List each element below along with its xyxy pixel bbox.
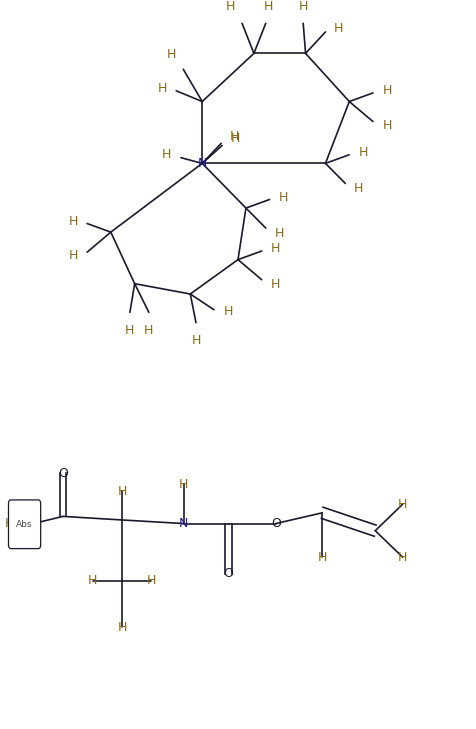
Text: H: H xyxy=(398,498,407,511)
FancyBboxPatch shape xyxy=(9,500,40,549)
Text: H: H xyxy=(118,621,127,634)
Text: H: H xyxy=(358,146,368,159)
Text: O: O xyxy=(271,517,281,530)
Text: Abs: Abs xyxy=(16,520,33,529)
Text: H: H xyxy=(167,49,176,61)
Text: H: H xyxy=(334,22,343,35)
Text: H: H xyxy=(125,324,135,337)
Text: H: H xyxy=(223,305,233,319)
Text: N: N xyxy=(179,517,188,530)
Text: H: H xyxy=(383,119,392,132)
Text: H: H xyxy=(298,1,308,13)
Text: N: N xyxy=(198,157,207,170)
Text: H: H xyxy=(118,485,127,498)
Text: H: H xyxy=(230,130,239,143)
Text: H: H xyxy=(271,278,280,291)
Text: O: O xyxy=(224,567,233,580)
Text: H: H xyxy=(144,324,154,337)
Text: H: H xyxy=(279,191,288,204)
Text: H: H xyxy=(68,215,78,228)
Text: H: H xyxy=(226,1,235,13)
Text: H: H xyxy=(263,1,273,13)
Text: H: H xyxy=(162,148,171,161)
Text: H: H xyxy=(179,477,188,491)
Text: H: H xyxy=(68,249,78,262)
Text: H: H xyxy=(191,334,201,347)
Text: H: H xyxy=(5,517,15,530)
Text: H: H xyxy=(157,82,167,95)
Text: H: H xyxy=(354,182,363,195)
Text: H: H xyxy=(317,550,327,564)
Text: H: H xyxy=(398,550,407,564)
Text: H: H xyxy=(231,132,240,145)
Text: H: H xyxy=(383,85,392,97)
Text: H: H xyxy=(88,574,98,588)
Text: H: H xyxy=(147,574,156,588)
Text: H: H xyxy=(274,227,284,240)
Text: H: H xyxy=(271,242,280,255)
Text: O: O xyxy=(58,467,68,480)
